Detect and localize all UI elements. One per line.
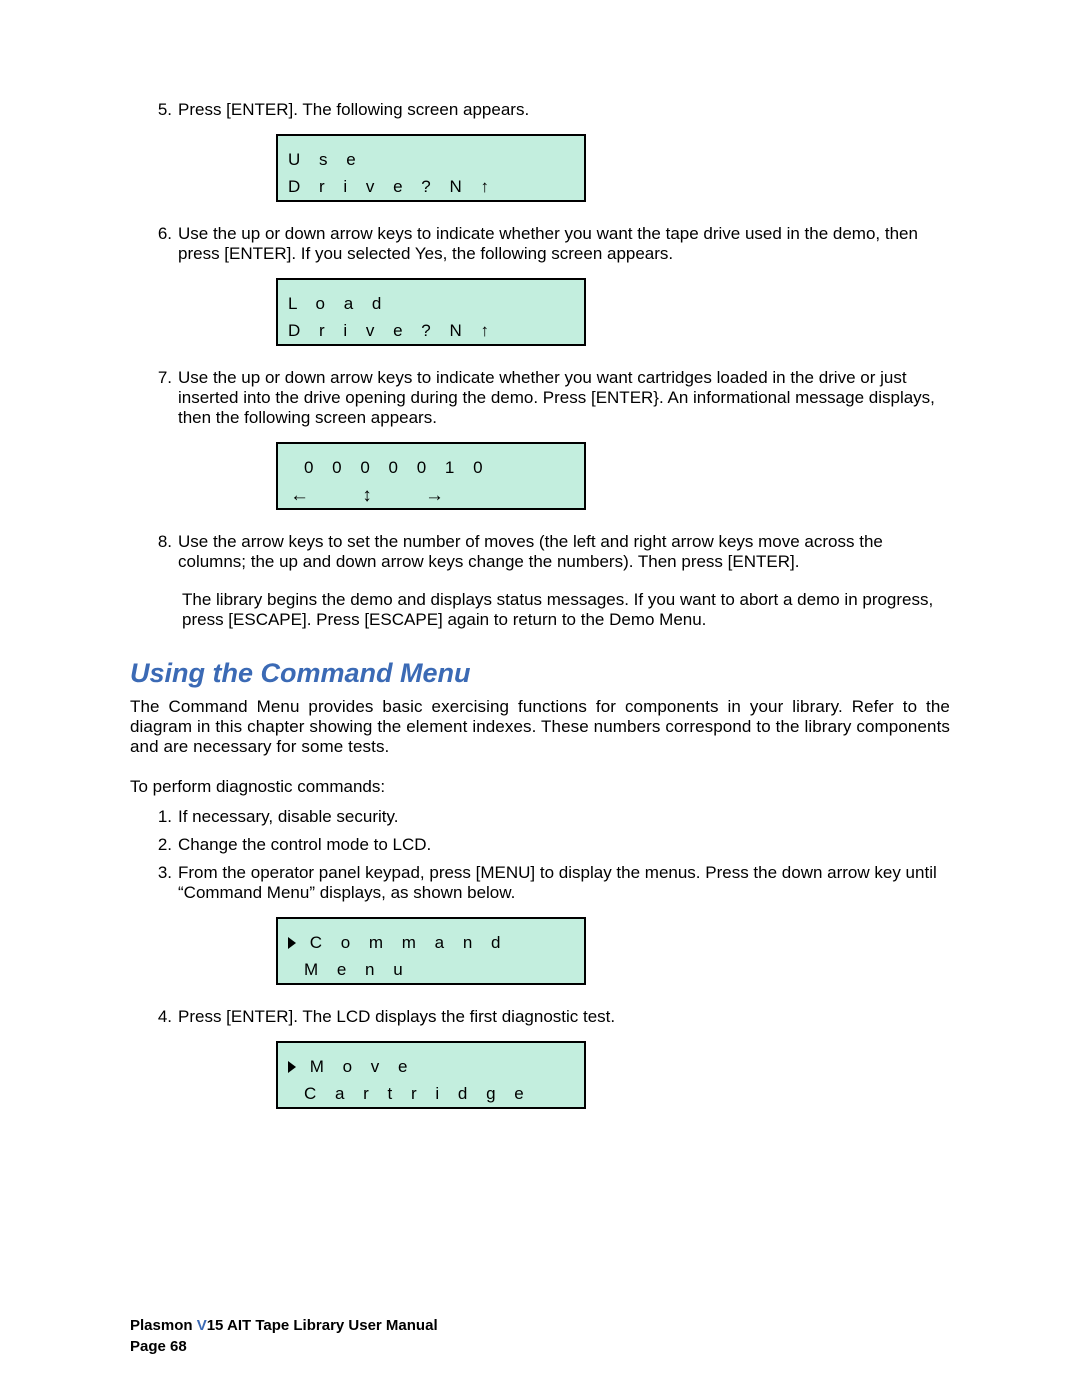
lcd-line: C o m m a n d (288, 929, 574, 956)
lcd-line: M e n u (288, 956, 574, 983)
step-number: 7. (156, 368, 178, 428)
section-heading: Using the Command Menu (130, 658, 950, 689)
lcd-line: D r i v e ? N ↑ (288, 317, 574, 344)
page-footer: Plasmon V15 AIT Tape Library User Manual… (130, 1315, 438, 1357)
triangle-icon (288, 937, 296, 949)
step-number: 1. (156, 807, 178, 827)
step-6: 6. Use the up or down arrow keys to indi… (156, 224, 950, 264)
step-text: From the operator panel keypad, press [M… (178, 863, 950, 903)
step-number: 2. (156, 835, 178, 855)
footer-page: Page 68 (130, 1336, 438, 1357)
lcd-line: U s e (288, 146, 574, 173)
intro-paragraph: The Command Menu provides basic exercisi… (130, 697, 950, 757)
step-5: 5. Press [ENTER]. The following screen a… (156, 100, 950, 120)
footer-title: Plasmon V15 AIT Tape Library User Manual (130, 1315, 438, 1336)
lcd-screen-move: M o v e C a r t r i d g e (276, 1041, 586, 1109)
lcd-arrows-line: ← ↕ → (288, 481, 574, 511)
step-7: 7. Use the up or down arrow keys to indi… (156, 368, 950, 428)
step-number: 8. (156, 532, 178, 572)
step-text: Use the up or down arrow keys to indicat… (178, 224, 950, 264)
lcd-line: L o a d (288, 290, 574, 317)
step-text: Use the arrow keys to set the number of … (178, 532, 950, 572)
step-text: Change the control mode to LCD. (178, 835, 950, 855)
lcd-line: D r i v e ? N ↑ (288, 173, 574, 200)
footer-v: V (197, 1317, 207, 1334)
step-text: Use the up or down arrow keys to indicat… (178, 368, 950, 428)
cmd-step-4: 4. Press [ENTER]. The LCD displays the f… (156, 1007, 950, 1027)
lcd-line: 0 0 0 0 0 1 0 (288, 454, 574, 481)
step-number: 6. (156, 224, 178, 264)
lcd-line: M o v e (288, 1053, 574, 1080)
step-text: Press [ENTER]. The following screen appe… (178, 100, 950, 120)
step-number: 3. (156, 863, 178, 903)
lcd-screen-command: C o m m a n d M e n u (276, 917, 586, 985)
step-8: 8. Use the arrow keys to set the number … (156, 532, 950, 572)
lcd-line: C a r t r i d g e (288, 1080, 574, 1107)
step-text: If necessary, disable security. (178, 807, 950, 827)
step-number: 4. (156, 1007, 178, 1027)
lcd-screen-numbers: 0 0 0 0 0 1 0 ← ↕ → (276, 442, 586, 510)
cmd-step-1: 1. If necessary, disable security. (156, 807, 950, 827)
cmd-step-3: 3. From the operator panel keypad, press… (156, 863, 950, 903)
procedure-intro: To perform diagnostic commands: (130, 777, 950, 797)
cmd-step-2: 2. Change the control mode to LCD. (156, 835, 950, 855)
lcd-screen-load: L o a d D r i v e ? N ↑ (276, 278, 586, 346)
step-text: Press [ENTER]. The LCD displays the firs… (178, 1007, 950, 1027)
triangle-icon (288, 1061, 296, 1073)
step-8-continuation: The library begins the demo and displays… (182, 590, 950, 630)
step-number: 5. (156, 100, 178, 120)
lcd-screen-use: U s e D r i v e ? N ↑ (276, 134, 586, 202)
